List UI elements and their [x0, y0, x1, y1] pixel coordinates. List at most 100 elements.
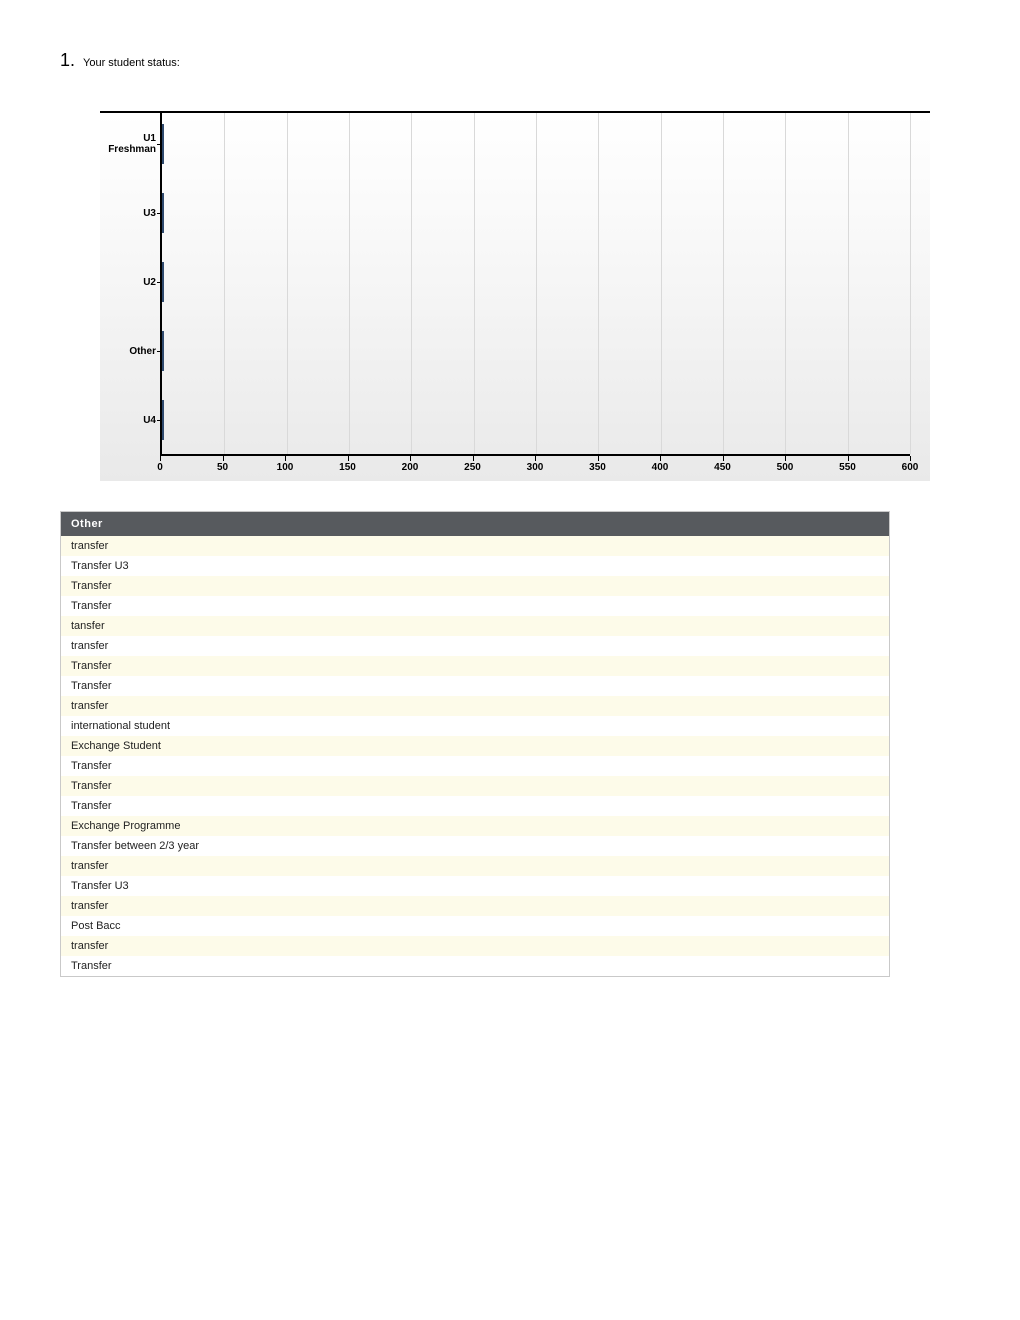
gridline-v	[848, 113, 849, 454]
table-row: transfer	[61, 636, 890, 656]
gridline-v	[224, 113, 225, 454]
table-row: Post Bacc	[61, 916, 890, 936]
x-tick-label: 450	[714, 462, 731, 473]
x-tick-label: 500	[777, 462, 794, 473]
gridline-v	[536, 113, 537, 454]
table-cell: international student	[61, 716, 890, 736]
gridline-v	[785, 113, 786, 454]
bar	[162, 262, 164, 302]
x-tick-label: 250	[464, 462, 481, 473]
table-cell: Transfer U3	[61, 876, 890, 896]
table-cell: transfer	[61, 936, 890, 956]
x-tick-mark	[848, 456, 849, 461]
bar-chart: U1 FreshmanU3U2OtherU4 05010015020025030…	[100, 111, 930, 481]
question-text: Your student status:	[83, 57, 180, 69]
gridline-v	[598, 113, 599, 454]
table-row: Transfer	[61, 676, 890, 696]
question-heading: 1. Your student status:	[60, 50, 960, 71]
bar-category-label: U4	[143, 415, 162, 426]
gridline-v	[474, 113, 475, 454]
table-row: Transfer between 2/3 year	[61, 836, 890, 856]
table-row: Transfer	[61, 776, 890, 796]
plot-area: U1 Freshman U3 U2 Other U4	[160, 113, 910, 456]
table-row: transfer	[61, 856, 890, 876]
table-row: transfer	[61, 936, 890, 956]
table-cell: transfer	[61, 856, 890, 876]
bar-slot: U4	[162, 400, 164, 440]
gridline-v	[661, 113, 662, 454]
table-row: transfer	[61, 536, 890, 556]
x-tick-label: 100	[277, 462, 294, 473]
table-cell: transfer	[61, 636, 890, 656]
table-row: Transfer	[61, 796, 890, 816]
table-cell: Transfer	[61, 596, 890, 616]
x-tick-mark	[410, 456, 411, 461]
x-tick-mark	[348, 456, 349, 461]
x-tick-mark	[285, 456, 286, 461]
bar-category-label: U3	[143, 208, 162, 219]
table-row: Transfer	[61, 596, 890, 616]
table-cell: transfer	[61, 696, 890, 716]
x-tick-mark	[598, 456, 599, 461]
gridline-v	[910, 113, 911, 454]
table-cell: Transfer U3	[61, 556, 890, 576]
table-cell: Exchange Programme	[61, 816, 890, 836]
table-cell: Post Bacc	[61, 916, 890, 936]
x-tick-label: 600	[902, 462, 919, 473]
table-row: Exchange Student	[61, 736, 890, 756]
bar	[162, 331, 164, 371]
bar	[162, 124, 164, 164]
x-tick-mark	[910, 456, 911, 461]
x-tick-mark	[473, 456, 474, 461]
x-tick-label: 50	[217, 462, 228, 473]
table-cell: Transfer	[61, 796, 890, 816]
bar-slot: U1 Freshman	[162, 124, 164, 164]
table-cell: Transfer	[61, 776, 890, 796]
x-tick-mark	[660, 456, 661, 461]
table-row: Transfer U3	[61, 876, 890, 896]
table-row: international student	[61, 716, 890, 736]
table-row: Transfer	[61, 756, 890, 776]
x-tick-label: 350	[589, 462, 606, 473]
bar-category-label: Other	[129, 346, 162, 357]
table-row: transfer	[61, 696, 890, 716]
table-cell: Transfer	[61, 676, 890, 696]
table-row: Transfer	[61, 956, 890, 977]
bar	[162, 400, 164, 440]
x-tick-mark	[160, 456, 161, 461]
table-cell: transfer	[61, 536, 890, 556]
bar-category-label: U2	[143, 277, 162, 288]
x-tick-mark	[223, 456, 224, 461]
table-cell: Transfer	[61, 656, 890, 676]
gridline-v	[411, 113, 412, 454]
table-cell: transfer	[61, 896, 890, 916]
table-cell: Transfer between 2/3 year	[61, 836, 890, 856]
x-tick-label: 200	[402, 462, 419, 473]
bar-slot: U2	[162, 262, 164, 302]
x-axis-ticks: 050100150200250300350400450500550600	[160, 456, 910, 481]
table-cell: tansfer	[61, 616, 890, 636]
gridline-v	[287, 113, 288, 454]
table-row: tansfer	[61, 616, 890, 636]
bar-slot: U3	[162, 193, 164, 233]
x-tick-mark	[535, 456, 536, 461]
table-row: Transfer U3	[61, 556, 890, 576]
bar-slot: Other	[162, 331, 164, 371]
table-row: Transfer	[61, 656, 890, 676]
question-number: 1.	[60, 50, 75, 71]
gridline-v	[349, 113, 350, 454]
x-tick-label: 0	[157, 462, 163, 473]
x-tick-label: 150	[339, 462, 356, 473]
other-responses-table: Other transferTransfer U3TransferTransfe…	[60, 511, 890, 977]
x-tick-label: 400	[652, 462, 669, 473]
table-cell: Transfer	[61, 756, 890, 776]
table-cell: Transfer	[61, 576, 890, 596]
table-cell: Transfer	[61, 956, 890, 977]
x-tick-mark	[723, 456, 724, 461]
bar	[162, 193, 164, 233]
x-tick-label: 550	[839, 462, 856, 473]
table-row: Exchange Programme	[61, 816, 890, 836]
table-row: Transfer	[61, 576, 890, 596]
bar-category-label: U1 Freshman	[108, 133, 162, 155]
table-row: transfer	[61, 896, 890, 916]
